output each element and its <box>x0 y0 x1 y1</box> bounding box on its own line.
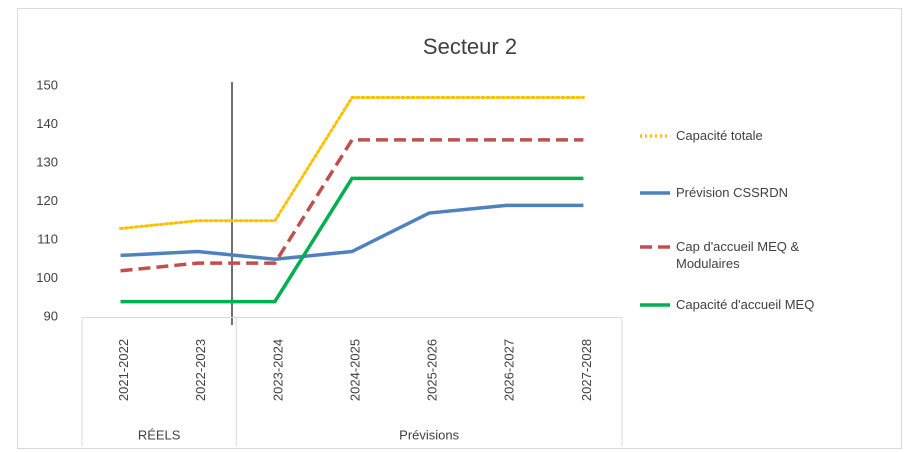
series-line <box>120 203 584 262</box>
legend-label: Cap d'accueil MEQ & Modulaires <box>676 239 800 271</box>
series-line <box>120 176 584 304</box>
y-tick-label: 140 <box>36 116 58 131</box>
y-tick-label: 110 <box>37 231 58 246</box>
y-tick-label: 120 <box>36 193 58 208</box>
x-tick-label: 2027-2028 <box>579 339 594 401</box>
group-label: Prévisions <box>399 427 459 442</box>
y-tick-label: 130 <box>36 154 58 169</box>
series-line <box>119 96 585 230</box>
x-tick-label: 2025-2026 <box>425 339 440 401</box>
y-tick-label: 150 <box>36 77 58 92</box>
y-tick-label: 100 <box>36 270 58 285</box>
series-line <box>120 138 584 273</box>
chart-title: Secteur 2 <box>423 34 517 59</box>
x-tick-label: 2023-2024 <box>270 339 285 401</box>
x-tick-label: 2026-2027 <box>502 339 517 401</box>
x-tick-label: 2022-2023 <box>193 339 208 401</box>
legend-label: Capacité d'accueil MEQ <box>676 297 815 312</box>
chart-border <box>17 8 902 449</box>
x-tick-label: 2024-2025 <box>347 339 362 401</box>
y-tick-label: 90 <box>44 308 58 323</box>
legend-label: Capacité totale <box>676 128 763 143</box>
group-label: RÉELS <box>138 427 181 442</box>
legend-label: Prévision CSSRDN <box>676 185 788 200</box>
x-tick-label: 2021-2022 <box>116 339 131 401</box>
